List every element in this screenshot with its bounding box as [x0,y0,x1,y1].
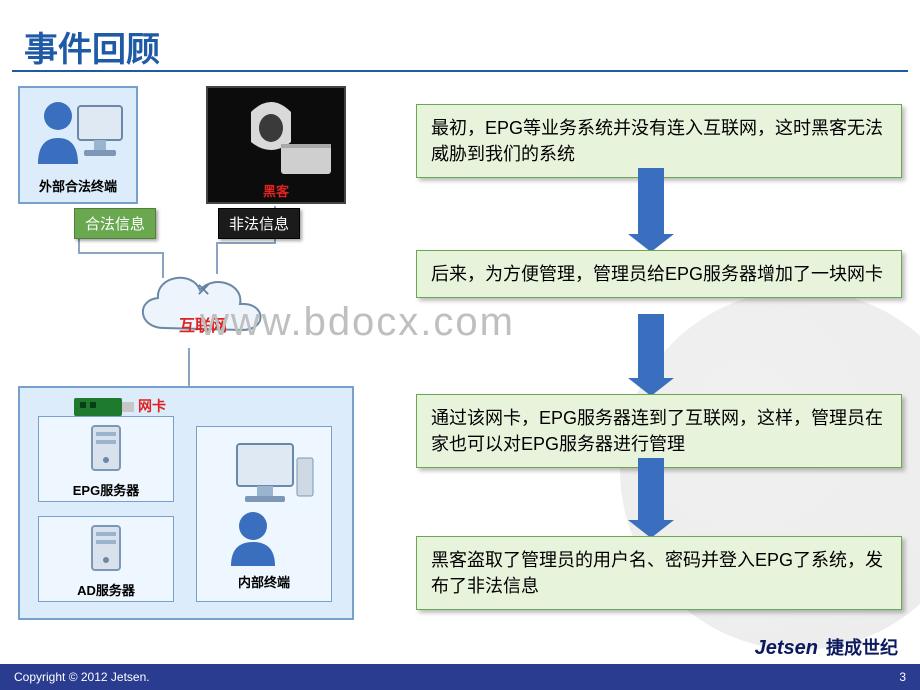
title-rule [12,70,908,72]
link-line [78,252,162,254]
link-line [188,348,190,388]
hacker-label: 黑客 [263,181,289,200]
ad-server-label: AD服务器 [77,580,135,599]
page-number: 3 [899,670,906,684]
legal-terminal-node: 外部合法终端 [18,86,138,204]
epg-server-label: EPG服务器 [73,480,139,499]
flow-arrow-3 [638,458,664,520]
internet-label: 互联网 [128,312,278,336]
hacker-icon [211,88,341,184]
flow-arrow-1 [638,168,664,234]
user-workstation-icon [209,438,319,568]
illegal-info-tag: 非法信息 [218,208,300,239]
internal-client-node: 内部终端 [196,426,332,602]
network-diagram: 外部合法终端 黑客 合法信息 非法信息 ✕ 互联网 [18,86,406,646]
cloud-icon: ✕ [128,262,278,350]
internal-client-label: 内部终端 [238,572,290,591]
slide: 事件回顾 最初，EPG等业务系统并没有连入互联网，这时黑客无法威胁到我们的系统 … [0,0,920,690]
flow-step-4-text: 黑客盗取了管理员的用户名、密码并登入EPG了系统，发布了非法信息 [431,550,883,596]
link-line [78,238,80,252]
server-icon [78,520,134,576]
user-monitor-icon [28,88,128,174]
epg-server-node: EPG服务器 [38,416,174,502]
flow-step-2-text: 后来，为方便管理，管理员给EPG服务器增加了一块网卡 [431,264,883,284]
server-icon [78,420,134,476]
brand-logo: Jetsen 捷成世纪 [755,634,898,660]
legal-terminal-label: 外部合法终端 [39,176,117,195]
flow-step-2: 后来，为方便管理，管理员给EPG服务器增加了一块网卡 [416,250,902,298]
footer-bar: Copyright © 2012 Jetsen. 3 [0,664,920,690]
brand-en: Jetsen [755,637,818,660]
hacker-node: 黑客 [206,86,346,204]
internet-cloud: ✕ 互联网 [128,262,278,350]
link-line [216,242,276,244]
flow-arrow-2 [638,314,664,378]
svg-text:✕: ✕ [196,280,211,300]
copyright-text: Copyright © 2012 Jetsen. [14,670,150,684]
legal-info-tag: 合法信息 [74,208,156,239]
page-title: 事件回顾 [24,22,160,71]
flow-step-1-text: 最初，EPG等业务系统并没有连入互联网，这时黑客无法威胁到我们的系统 [431,118,883,164]
brand-cn: 捷成世纪 [826,634,898,660]
nic-label: 网卡 [138,396,166,416]
flow-step-3-text: 通过该网卡，EPG服务器连到了互联网，这样，管理员在家也可以对EPG服务器进行管… [431,408,883,454]
flow-step-4: 黑客盗取了管理员的用户名、密码并登入EPG了系统，发布了非法信息 [416,536,902,610]
ad-server-node: AD服务器 [38,516,174,602]
